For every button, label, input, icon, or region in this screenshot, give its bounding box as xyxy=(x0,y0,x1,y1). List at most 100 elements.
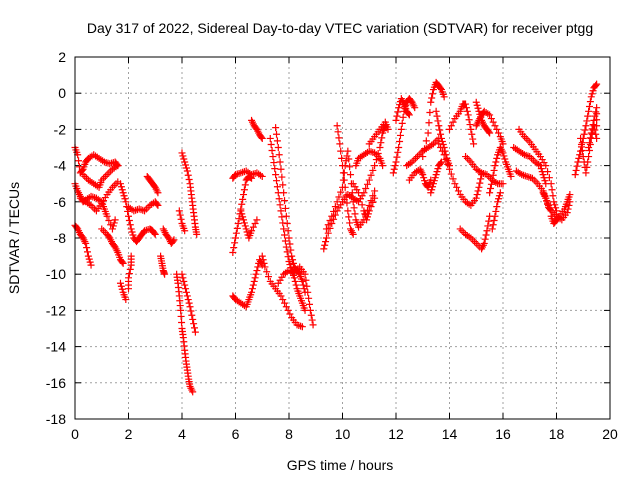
data-point xyxy=(248,285,256,293)
data-point xyxy=(449,118,457,126)
x-tick-label: 6 xyxy=(232,426,240,442)
data-point xyxy=(273,183,281,191)
data-point xyxy=(230,244,238,252)
data-point xyxy=(474,104,482,112)
data-point xyxy=(554,213,562,221)
data-point xyxy=(446,165,453,173)
data-point xyxy=(243,228,251,236)
data-point xyxy=(239,195,247,203)
data-point xyxy=(335,193,343,201)
data-point xyxy=(301,270,309,278)
data-point xyxy=(268,147,276,155)
data-point xyxy=(483,171,491,179)
data-point xyxy=(179,152,187,160)
data-point xyxy=(261,263,269,271)
data-point xyxy=(528,174,536,182)
x-tick-labels: 0 2 4 6 8 10 12 14 16 18 20 xyxy=(71,426,618,442)
data-point xyxy=(188,386,196,394)
data-point xyxy=(593,116,601,124)
data-point xyxy=(347,171,355,179)
series-arc-26 xyxy=(237,207,261,242)
x-axis-label: GPS time / hours xyxy=(287,457,394,473)
data-point xyxy=(593,80,601,88)
x-tick-label: 4 xyxy=(178,426,186,442)
data-point xyxy=(177,306,185,314)
data-point xyxy=(276,201,284,209)
data-point xyxy=(395,104,403,112)
data-point xyxy=(399,113,407,121)
data-point xyxy=(493,203,501,211)
data-point xyxy=(421,145,429,153)
data-point xyxy=(85,255,93,263)
series-arc-52 xyxy=(547,191,574,228)
y-tick-labels: 2 0 -2 -4 -6 -8 -10 -12 -14 -16 -18 xyxy=(46,49,66,427)
data-point xyxy=(108,225,116,233)
data-point xyxy=(396,131,404,139)
data-point xyxy=(239,213,247,221)
data-point xyxy=(585,147,593,155)
data-point xyxy=(284,253,292,261)
data-point xyxy=(540,191,548,199)
data-point xyxy=(121,195,129,203)
y-tick-label: -12 xyxy=(46,302,66,318)
data-point xyxy=(324,229,332,237)
data-point xyxy=(586,98,594,106)
data-point xyxy=(462,153,470,161)
data-point xyxy=(437,159,445,167)
data-point xyxy=(351,210,359,218)
data-point xyxy=(432,171,440,179)
y-tick-label: 0 xyxy=(58,85,66,101)
data-point xyxy=(241,181,249,189)
data-point xyxy=(376,144,384,151)
y-axis-label: SDTVAR / TECUs xyxy=(6,182,22,294)
data-point xyxy=(396,137,404,145)
data-point xyxy=(365,176,373,184)
data-point xyxy=(458,227,466,235)
data-point xyxy=(542,194,550,202)
series-arc-42 xyxy=(456,212,494,253)
data-point xyxy=(117,282,125,290)
data-point xyxy=(190,324,198,332)
data-point xyxy=(474,187,482,195)
data-point xyxy=(283,220,291,228)
data-point xyxy=(371,162,379,170)
data-point xyxy=(547,180,555,188)
series-arc-43 xyxy=(462,153,507,188)
data-point xyxy=(120,192,128,200)
data-point xyxy=(472,98,480,106)
series-arc-41 xyxy=(446,100,478,148)
data-point xyxy=(83,244,91,252)
data-point xyxy=(187,384,195,392)
data-point xyxy=(384,125,392,133)
data-point xyxy=(544,200,552,208)
data-point xyxy=(419,171,427,179)
data-point xyxy=(186,303,194,311)
data-point xyxy=(526,153,534,161)
series-arc-21 xyxy=(248,116,266,142)
data-point xyxy=(87,261,95,269)
data-point xyxy=(420,174,428,182)
data-point xyxy=(183,167,191,175)
data-point xyxy=(396,101,404,109)
data-point xyxy=(188,311,196,319)
data-point xyxy=(277,292,285,300)
data-point xyxy=(434,117,442,125)
data-point xyxy=(154,201,162,209)
data-point xyxy=(470,238,478,246)
data-point xyxy=(433,168,441,176)
plot-frame xyxy=(74,56,611,420)
data-point xyxy=(428,94,436,102)
data-point xyxy=(472,194,480,202)
data-point xyxy=(435,122,443,130)
data-point xyxy=(180,155,188,163)
data-point xyxy=(84,252,92,260)
data-point xyxy=(349,230,357,238)
data-point xyxy=(322,234,330,242)
data-point xyxy=(522,134,530,142)
series-arc-20 xyxy=(229,256,266,311)
data-point xyxy=(127,225,135,233)
data-point xyxy=(485,217,493,225)
data-point xyxy=(462,104,470,112)
data-point xyxy=(288,252,296,260)
series-arc-39 xyxy=(427,158,445,197)
